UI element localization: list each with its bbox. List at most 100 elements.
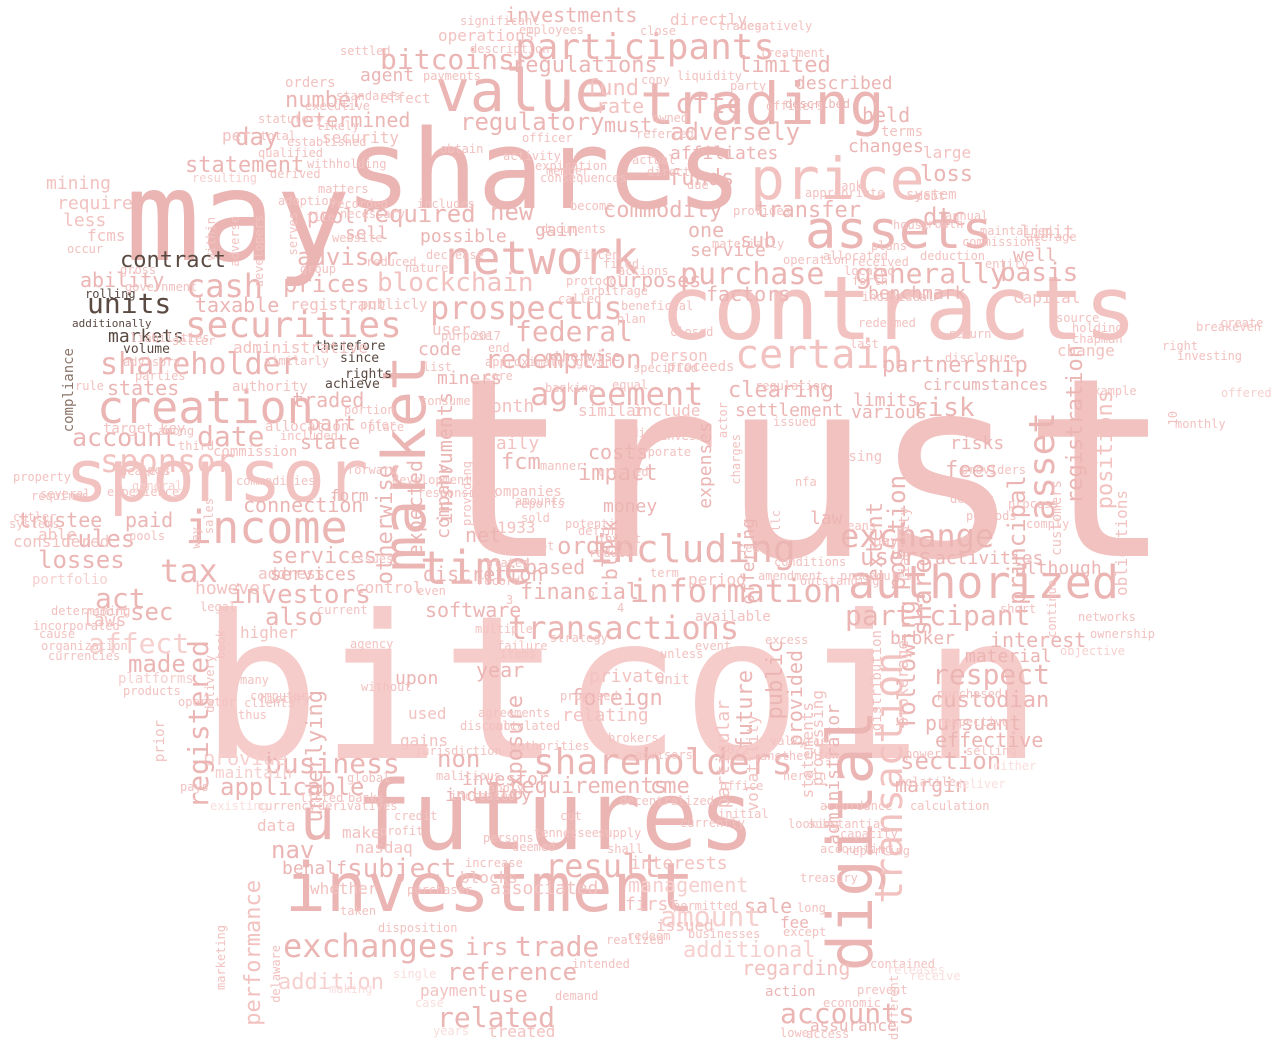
cloud-word-description: description — [470, 42, 550, 56]
cloud-word-rate: rate — [596, 94, 645, 118]
cloud-word-behalf: behalf — [282, 858, 348, 879]
cloud-word-existing: existing — [210, 799, 268, 813]
cloud-word-compliance: compliance — [61, 348, 77, 433]
cloud-word-shareholders: shareholders — [533, 742, 794, 783]
cloud-word-items: items — [500, 647, 537, 661]
cloud-word-therefore: therefore — [315, 339, 386, 354]
cloud-word-generally: generally — [855, 257, 1007, 290]
cloud-word-2022: 2022 — [720, 743, 749, 757]
cloud-word-income: income — [185, 501, 348, 554]
cloud-word-cutler: cutler — [13, 510, 57, 524]
cloud-word-even: even — [417, 584, 446, 598]
cloud-word-private: private — [589, 666, 665, 687]
cloud-word-commission: commission — [213, 444, 298, 460]
cloud-word-treasury: treasury — [800, 871, 858, 885]
cloud-word-comply: comply — [1026, 517, 1070, 531]
cloud-word-agency: agency — [350, 637, 394, 651]
cloud-word-costs: costs — [588, 440, 649, 464]
cloud-word-nasdaq: nasdaq — [355, 838, 413, 857]
cloud-word-outstanding: outstanding — [800, 574, 880, 588]
cloud-word-group: group — [300, 262, 337, 276]
cloud-word-futures: futures — [355, 762, 756, 872]
cloud-word-consequences: consequences — [540, 171, 627, 185]
cloud-word-network: network — [445, 231, 639, 285]
cloud-word-third: third — [178, 439, 215, 453]
cloud-word-connection: connection — [243, 493, 364, 517]
cloud-word-whether: whether — [310, 879, 378, 898]
cloud-word-adversely: adversely — [670, 118, 801, 146]
cloud-word-user: user — [432, 320, 471, 339]
cloud-word-periods: periods — [966, 509, 1017, 523]
cloud-word-llc: llc — [769, 510, 783, 532]
cloud-word-services: services — [271, 544, 377, 569]
cloud-word-resulting: resulting — [192, 171, 258, 185]
cloud-word-foreign: foreign — [570, 686, 663, 711]
cloud-word-adverse: adverse — [228, 216, 242, 267]
cloud-word-supply: supply — [598, 826, 642, 840]
cloud-word-high: high — [810, 748, 839, 762]
cloud-word-unless: unless — [660, 647, 704, 661]
cloud-word-shares: shares — [345, 106, 743, 234]
cloud-word-history: history — [260, 692, 311, 706]
cloud-word-based: based — [525, 555, 586, 579]
cloud-word-operations: operations — [438, 26, 535, 45]
cloud-word-called: called — [558, 292, 602, 306]
cloud-word-regulation: regulation — [755, 379, 828, 393]
cloud-word-brokerage: brokerage — [893, 640, 912, 727]
cloud-word-trustee: trustee — [18, 508, 103, 532]
cloud-word-limited: limited — [738, 53, 831, 78]
cloud-word-law: law — [810, 508, 843, 529]
cloud-word-strategy: strategy — [550, 631, 608, 645]
cloud-word-computer: computer — [250, 689, 308, 703]
cloud-word-established: established — [287, 135, 367, 149]
cloud-word-multiple: multiple — [475, 622, 533, 636]
cloud-word-necessary: necessary — [340, 207, 406, 221]
cloud-word-filed: filed — [603, 257, 640, 271]
cloud-word-nature: nature — [405, 261, 449, 275]
cloud-word-paid: paid — [125, 508, 174, 532]
cloud-word-purchase: purchase — [680, 257, 825, 292]
cloud-word-forth: forth — [852, 274, 889, 288]
cloud-word-return: return — [948, 327, 992, 341]
cloud-word-fcm: fcm — [501, 450, 541, 475]
cloud-word-risk: risk — [912, 393, 975, 423]
cloud-word-payment: payment — [420, 981, 488, 1000]
cloud-word-government: government — [125, 280, 198, 294]
cloud-word-principal: principal — [1003, 475, 1031, 606]
cloud-word-volume: volume — [123, 342, 170, 357]
cloud-word-bank: bank — [834, 179, 863, 193]
cloud-word-allocation: allocation — [265, 419, 350, 435]
cloud-word-deliver: deliver — [955, 777, 1006, 791]
cloud-word-target: target — [103, 421, 154, 437]
cloud-word-equal: equal — [612, 378, 649, 392]
cloud-word-monthly: monthly — [1175, 417, 1226, 431]
cloud-word-delaware: delaware — [269, 945, 283, 1003]
cloud-word-liabilities: liabilities — [130, 331, 210, 345]
cloud-word-issued: issued — [656, 916, 714, 935]
cloud-word-power: power — [905, 747, 942, 761]
cloud-word-open: open — [140, 463, 169, 477]
cloud-word-result: result — [545, 847, 661, 885]
cloud-word-executive: executive — [305, 99, 371, 113]
cloud-word-case: case — [415, 996, 444, 1010]
cloud-word-contained: contained — [870, 957, 936, 971]
cloud-word-reduce: reduce — [589, 546, 633, 560]
cloud-word-direct: direct — [647, 165, 691, 179]
cloud-word-markets: markets — [108, 326, 184, 347]
cloud-word-property: property — [13, 470, 71, 484]
cloud-word-banking: banking — [545, 381, 596, 395]
cloud-word-receive: receive — [910, 969, 961, 983]
cloud-word-amendment: amendment — [758, 569, 824, 583]
cloud-word-redeemed: redeemed — [858, 316, 916, 330]
cloud-word-limit: limit — [1020, 222, 1075, 243]
cloud-word-businesses: businesses — [688, 927, 761, 941]
cloud-word-registration: registration — [1063, 345, 1088, 504]
cloud-word-price: price — [750, 145, 925, 213]
cloud-word-increased: increased — [450, 789, 516, 803]
cloud-word-documents: documents — [541, 222, 607, 236]
cloud-word-advisor: advisor — [297, 243, 399, 271]
cloud-word-information: information — [630, 572, 842, 610]
cloud-word-event: event — [695, 639, 732, 653]
cloud-word-report: report — [85, 605, 129, 619]
cloud-word-matters: matters — [318, 182, 369, 196]
